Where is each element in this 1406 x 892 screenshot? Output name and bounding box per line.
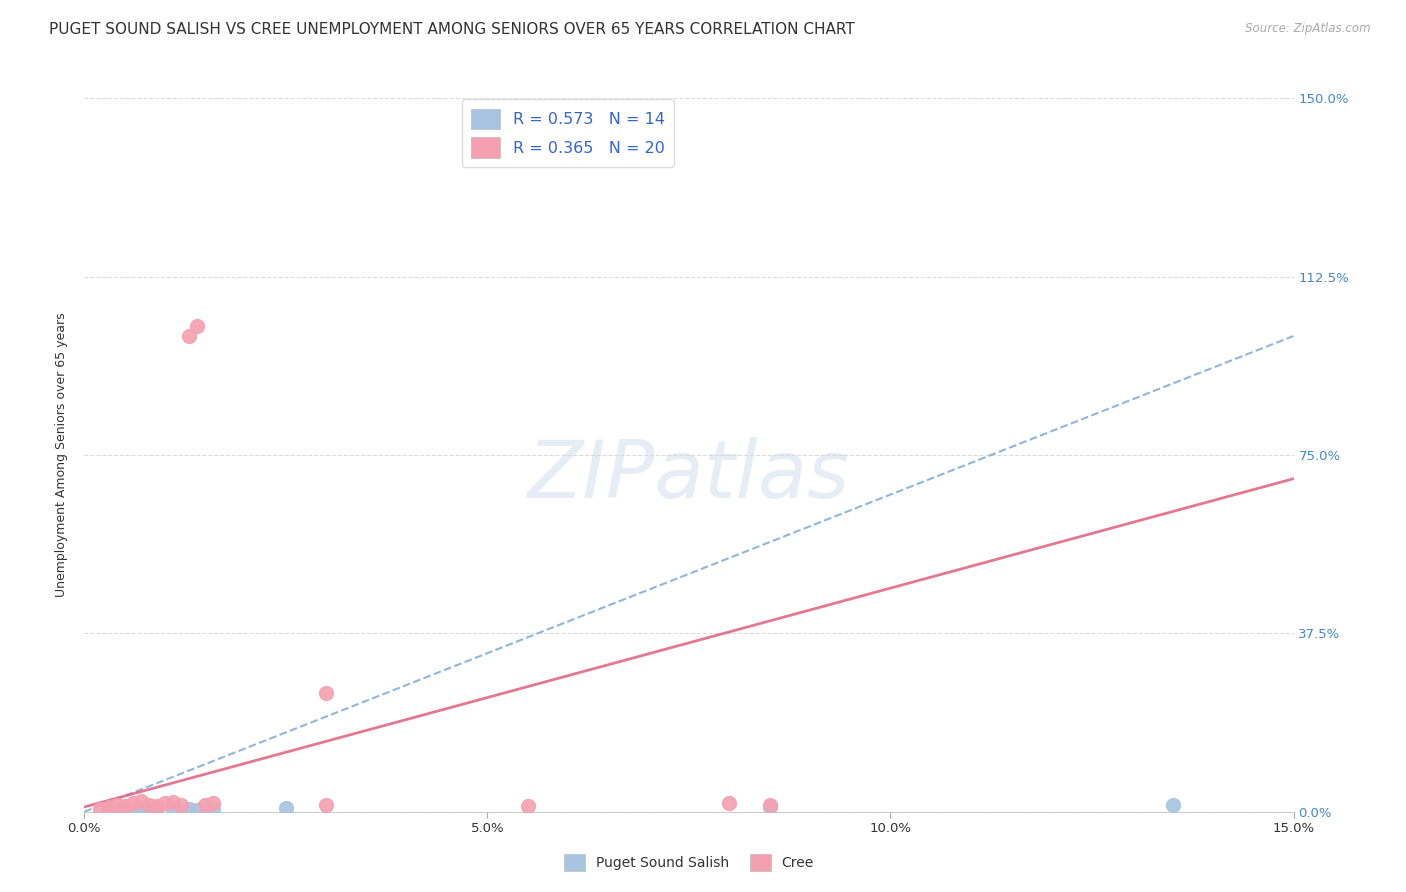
Point [516,799,538,814]
Point [718,796,741,810]
Point [186,319,208,334]
Text: ZIPatlas: ZIPatlas [527,437,851,516]
Point [170,797,193,812]
Point [202,802,225,816]
Y-axis label: Unemployment Among Seniors over 65 years: Unemployment Among Seniors over 65 years [55,312,69,598]
Point [315,797,337,812]
Point [758,797,780,812]
Point [97,800,120,814]
Point [129,794,152,808]
Point [105,797,128,812]
Text: Source: ZipAtlas.com: Source: ZipAtlas.com [1246,22,1371,36]
Point [274,801,297,815]
Point [162,795,184,809]
Point [138,803,160,817]
Point [97,803,120,817]
Point [1161,797,1184,812]
Point [194,797,217,812]
Point [315,686,337,700]
Point [105,802,128,816]
Point [153,796,176,810]
Point [146,801,169,815]
Point [114,803,136,817]
Point [146,799,169,814]
Point [179,329,201,343]
Point [89,802,111,816]
Legend: Puget Sound Salish, Cree: Puget Sound Salish, Cree [558,848,820,876]
Point [129,802,152,816]
Text: PUGET SOUND SALISH VS CREE UNEMPLOYMENT AMONG SENIORS OVER 65 YEARS CORRELATION : PUGET SOUND SALISH VS CREE UNEMPLOYMENT … [49,22,855,37]
Point [114,799,136,814]
Point [758,800,780,814]
Point [202,796,225,810]
Point [162,802,184,816]
Point [138,797,160,812]
Point [179,802,201,816]
Point [121,803,143,817]
Point [121,796,143,810]
Point [186,803,208,817]
